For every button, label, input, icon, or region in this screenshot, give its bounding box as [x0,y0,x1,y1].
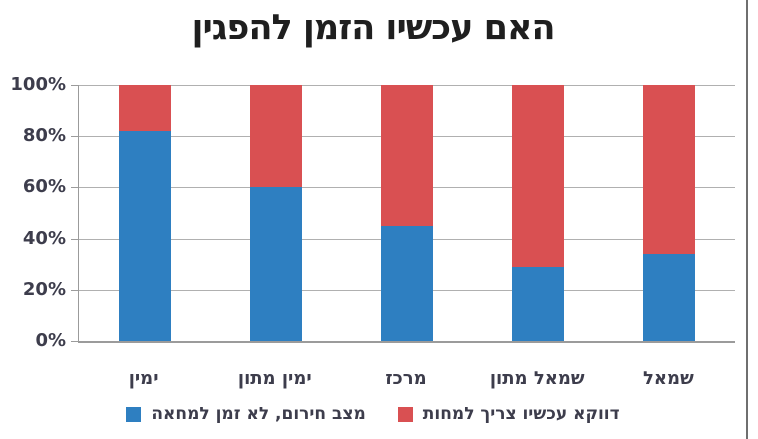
legend-label: דווקא עכשיו צריך למחות [422,404,620,424]
x-axis-label: שמאל מתון [489,368,585,389]
x-axis-label: מרכז [385,368,427,389]
y-axis-tick [71,187,78,189]
y-axis-tick [71,289,78,291]
bar-segment-series-0-cat-0 [118,131,171,341]
right-frame-line [746,0,748,439]
legend-marker-icon [126,406,142,422]
x-axis-label: שמאל [643,368,694,389]
y-axis-label: 80% [22,125,66,147]
x-axis-label: ימין מתון [237,368,312,389]
bar-segment-series-1-cat-4 [643,85,696,254]
chart-legend: מצב חירום, לא זמן למחאה דווקא עכשיו צריך … [0,401,746,427]
bar-segment-series-0-cat-1 [249,187,302,341]
y-axis-label: 60% [22,176,66,198]
legend-marker-icon [397,406,413,422]
y-axis-label: 0% [35,330,66,351]
y-axis-tick [71,85,78,86]
x-axis-label: ימין [128,368,159,389]
chart-title: האם עכשיו הזמן להפגין [191,8,555,48]
y-axis-tick [71,341,78,342]
bar-segment-series-0-cat-3 [512,266,565,341]
y-axis-tick [71,136,78,138]
legend-label: מצב חירום, לא זמן למחאה [151,404,366,424]
bar-segment-series-1-cat-0 [118,85,171,132]
bar-segment-series-0-cat-2 [381,225,433,341]
bar-segment-series-1-cat-1 [249,85,302,188]
plot-area [71,85,735,343]
y-axis-label: 100% [10,74,66,95]
y-axis-label: 40% [22,227,66,249]
legend-item-1: דווקא עכשיו צריך למחות [397,404,620,424]
legend-item-0: מצב חירום, לא זמן למחאה [126,404,366,424]
y-axis-label: 20% [22,278,66,300]
y-axis-tick [71,238,78,240]
bar-segment-series-1-cat-2 [381,85,433,226]
bar-segment-series-1-cat-3 [512,85,565,267]
bar-segment-series-0-cat-4 [643,253,696,341]
